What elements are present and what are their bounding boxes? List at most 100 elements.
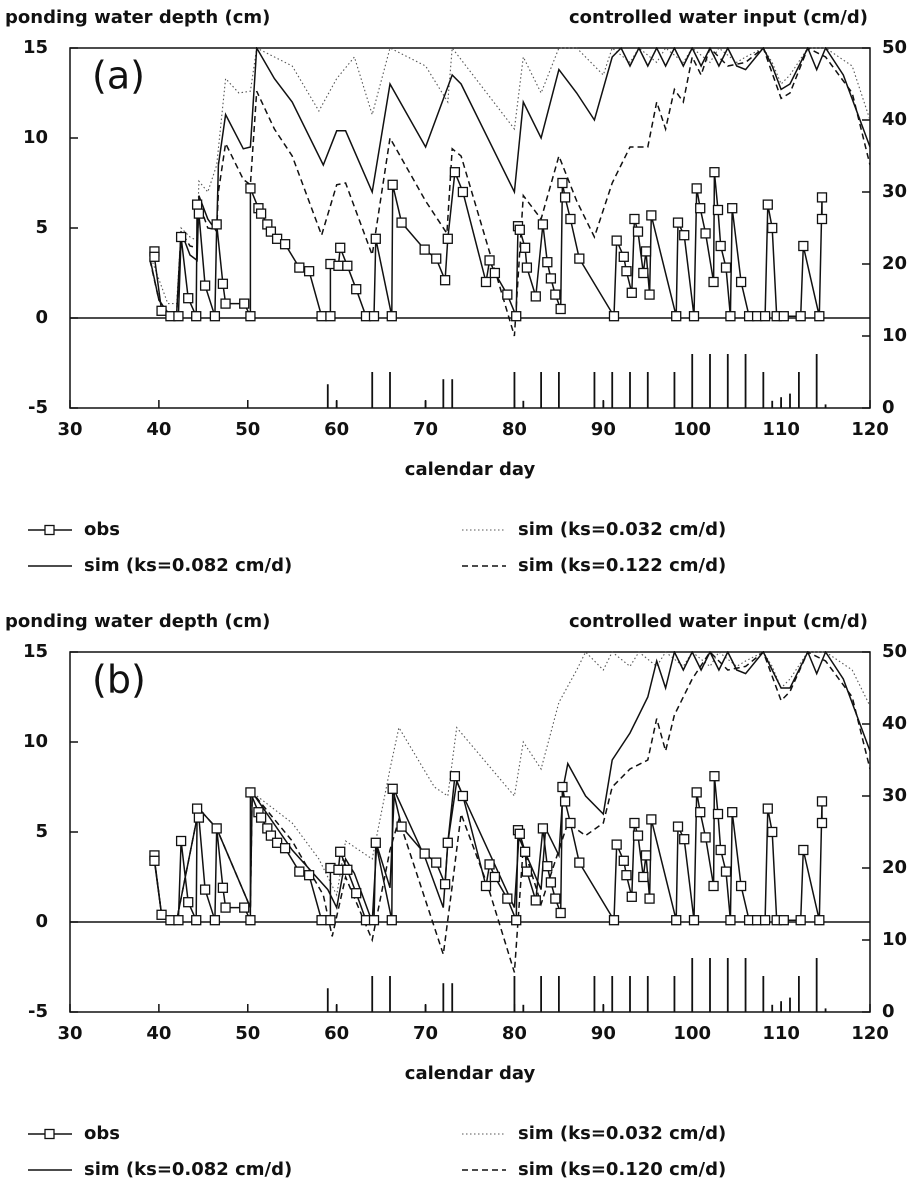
obs-marker [431,253,442,264]
obs-marker [245,787,256,798]
obs-marker [333,260,344,271]
obs-marker [396,217,407,228]
y-tick-label: 10 [23,127,48,148]
obs-marker [173,311,184,322]
obs-marker [638,871,649,883]
y-tick-label: -5 [28,1001,48,1022]
plot-frame [69,651,871,1013]
x-axis-title: calendar day [405,459,536,480]
legend-label: sim (ks=0.032 cm/d) [518,1123,726,1144]
obs-marker [629,213,640,225]
series-line [149,47,870,305]
obs-marker [671,915,682,926]
x-tick-label: 100 [673,419,711,440]
obs-marker [559,192,571,203]
obs-marker [265,830,277,841]
obs-marker [149,251,160,262]
y2-tick-label: 50 [882,641,907,662]
obs-marker [559,796,571,807]
obs-marker [608,915,620,926]
obs-marker [767,826,778,838]
y2-tick-label: 30 [882,181,907,202]
obs-marker [727,203,738,214]
obs-marker [759,311,771,322]
obs-marker [762,199,773,210]
y-tick-label: 0 [35,911,48,932]
obs-marker [638,267,649,279]
obs-marker [149,855,160,866]
y2-axis-title: controlled water input (cm/d) [569,611,868,632]
obs-marker [442,837,453,848]
obs-marker [795,311,806,322]
y-axis-title: ponding water depth (cm) [5,611,270,632]
y2-tick-label: 20 [882,857,907,878]
obs-marker [621,870,632,881]
obs-marker [239,902,250,913]
obs-marker [183,293,194,304]
obs-marker [239,298,250,309]
obs-marker [245,183,256,194]
obs-marker [762,803,773,814]
obs-marker [351,888,362,899]
obs-marker [193,812,205,823]
obs-marker [644,893,655,904]
obs-marker [279,239,291,250]
obs-marker [521,866,533,877]
obs-marker [335,846,346,857]
y-axis-title: ponding water depth (cm) [5,7,270,28]
obs-marker [191,199,203,210]
y2-tick-label: 40 [882,109,907,130]
series-line [153,651,870,923]
obs-marker [316,311,327,322]
obs-marker [816,213,828,225]
obs-marker [720,262,732,273]
obs-marker [671,311,682,322]
obs-marker [502,289,513,300]
obs-marker [644,289,655,300]
obs-marker [265,226,277,237]
obs-marker [351,284,362,295]
y-tick-label: 15 [23,37,48,58]
obs-marker [542,257,553,268]
obs-marker [759,915,771,926]
legend-label: sim (ks=0.032 cm/d) [518,519,726,540]
obs-marker [439,879,451,890]
obs-marker [333,864,344,875]
obs-marker [325,311,336,322]
obs-marker [457,790,469,802]
x-tick-label: 50 [235,419,260,440]
obs-marker [511,915,522,926]
obs-marker [316,915,327,926]
obs-marker [220,298,231,309]
legend-label: sim (ks=0.120 cm/d) [518,1159,726,1180]
obs-marker [555,303,566,315]
obs-marker [672,217,684,228]
legend-marker [44,1128,55,1140]
legend-label: sim (ks=0.082 cm/d) [84,1159,292,1180]
obs-marker [480,880,492,892]
obs-marker [646,210,657,221]
obs-marker [640,850,652,861]
obs-marker [565,213,576,225]
obs-marker [727,807,738,818]
series-line [153,651,870,921]
obs-marker [537,219,549,230]
obs-marker [695,807,706,818]
obs-marker [700,228,711,239]
obs-marker [294,866,305,877]
legend-label: obs [84,1123,120,1144]
obs-marker [519,242,531,253]
obs-marker [679,230,690,241]
obs-marker [709,167,720,178]
x-tick-label: 70 [413,419,438,440]
obs-marker [303,870,315,881]
x-tick-label: 60 [324,419,349,440]
plot-area [149,47,870,408]
obs-marker [611,839,622,850]
obs-marker [555,907,566,919]
obs-marker [708,276,719,288]
x-tick-label: 100 [673,1023,711,1044]
obs-marker [767,222,778,234]
obs-marker [386,311,397,322]
